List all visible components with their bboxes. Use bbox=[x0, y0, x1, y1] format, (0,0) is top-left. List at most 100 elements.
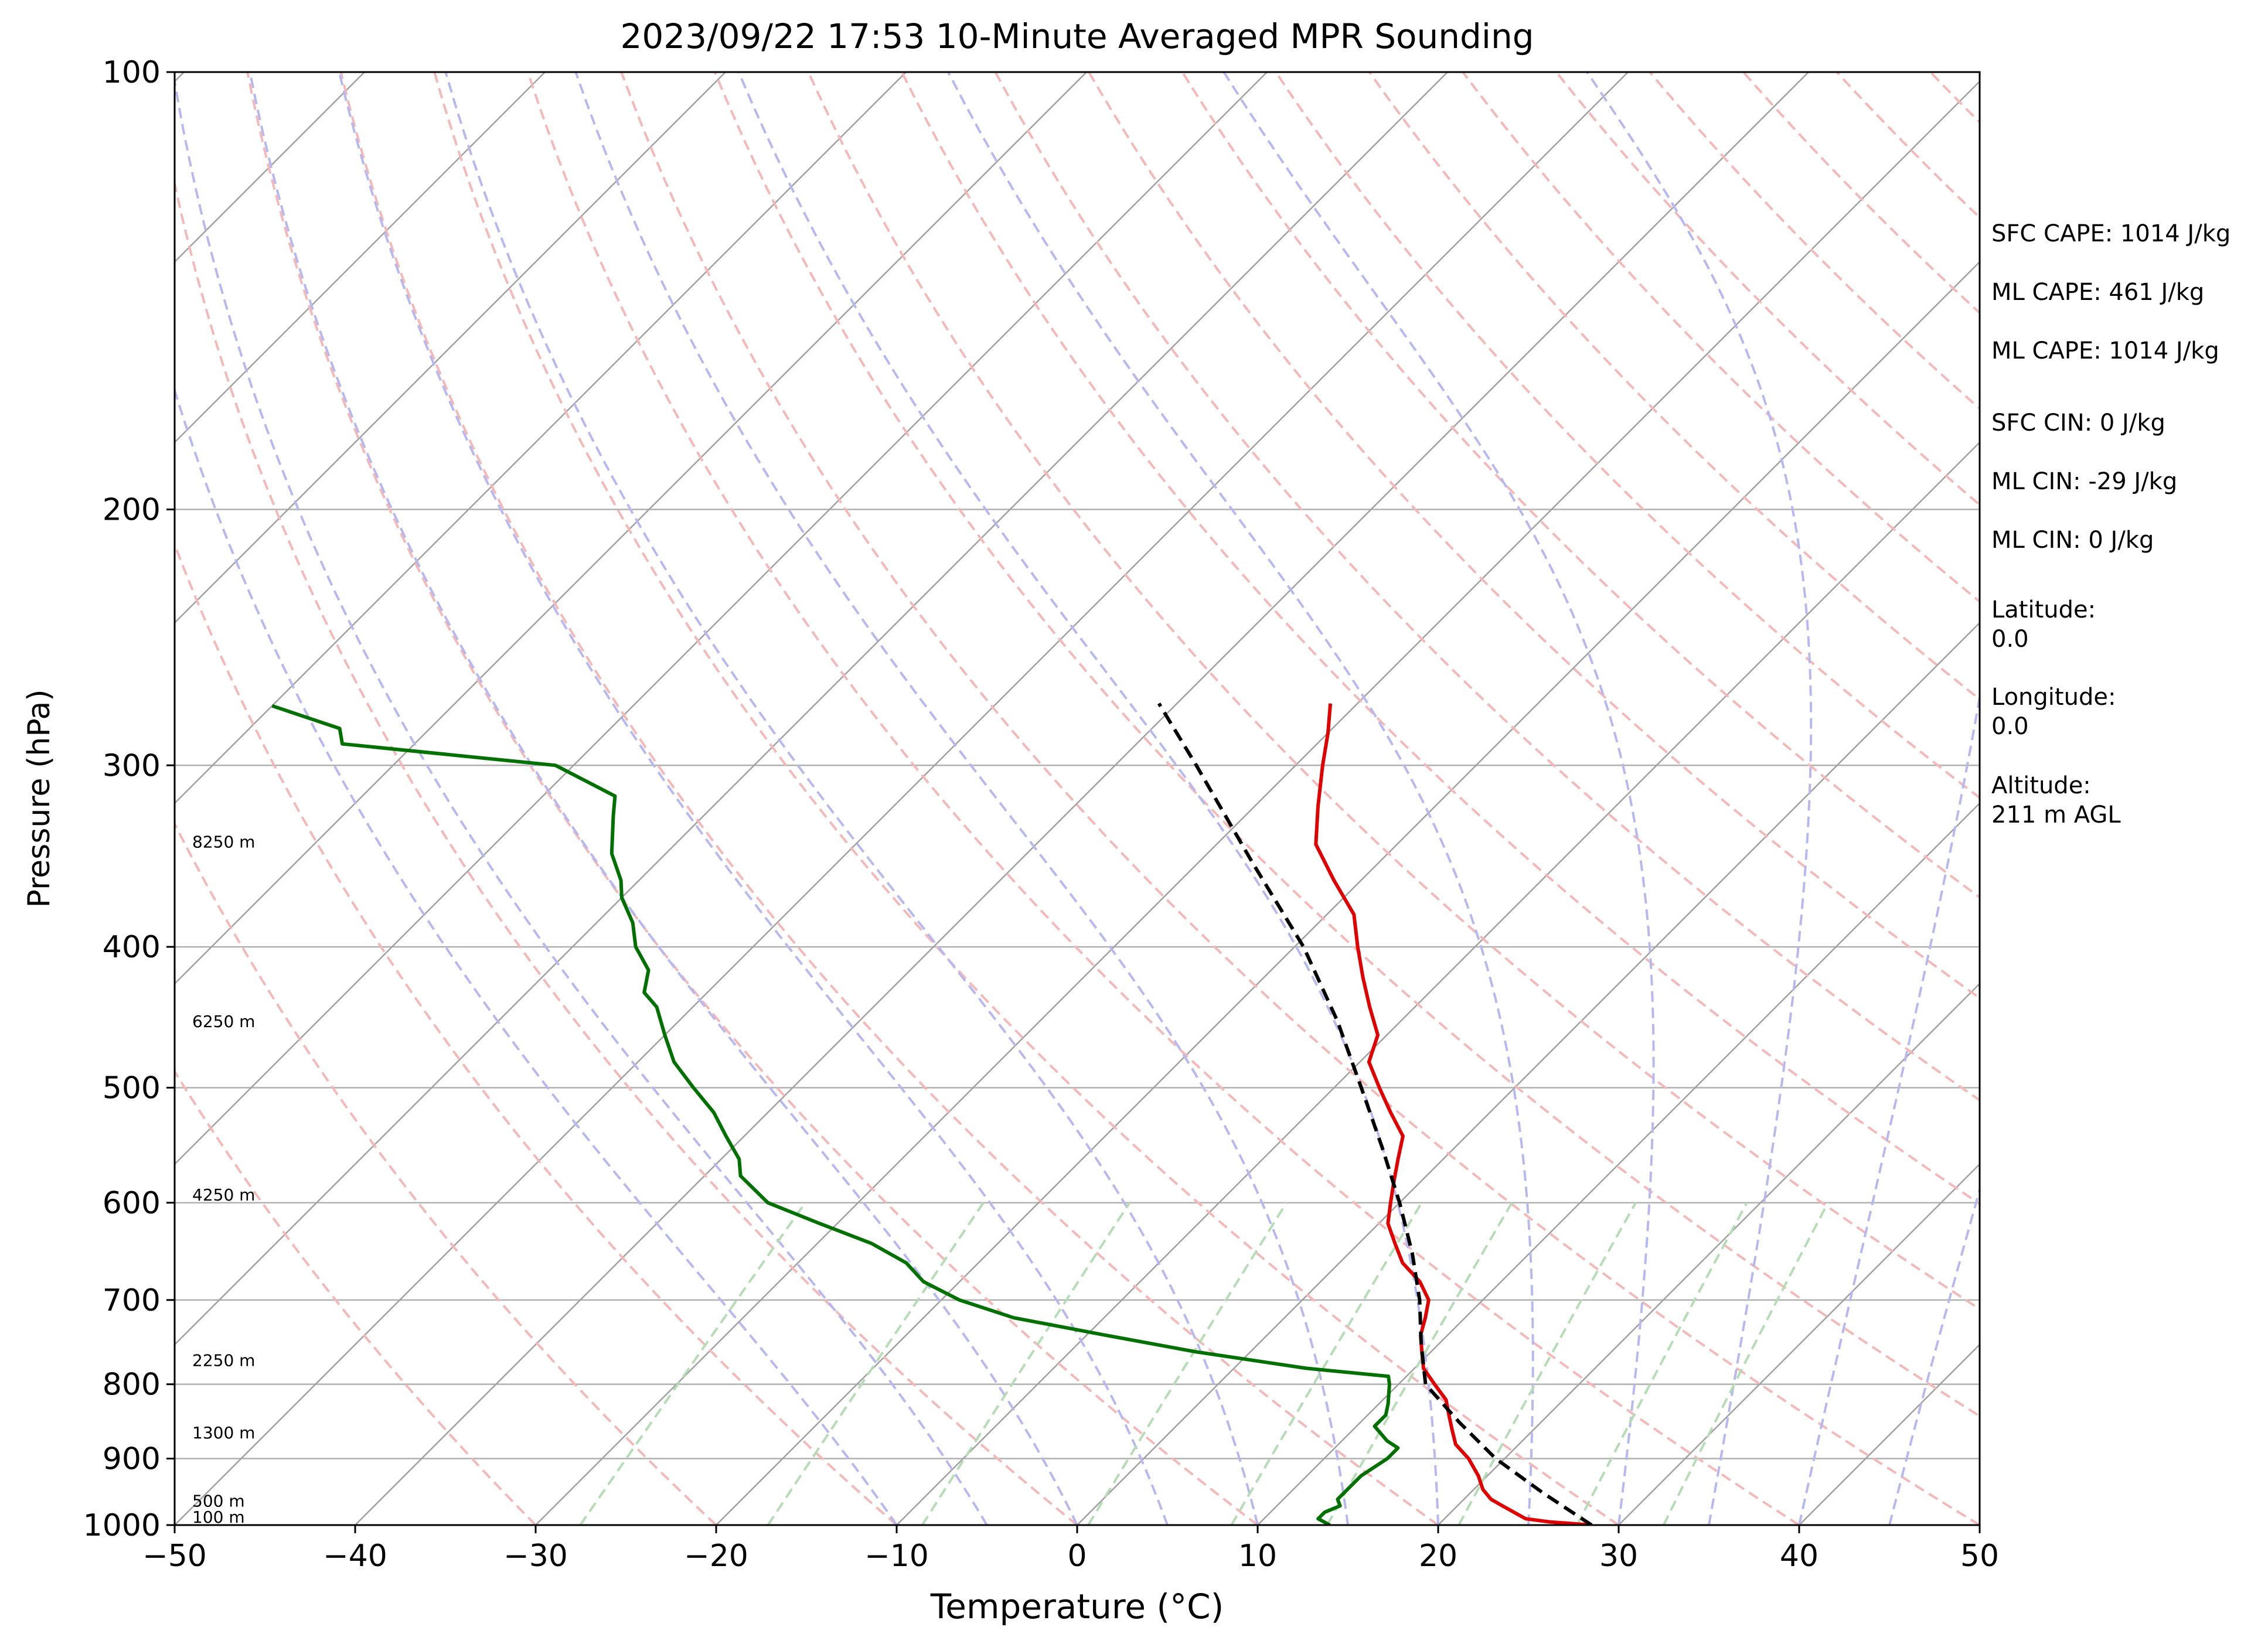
height-label: 4250 m bbox=[192, 1185, 255, 1205]
isotherm-line bbox=[535, 80, 1980, 1525]
dry-adiabat-line bbox=[1181, 72, 1980, 899]
height-label: 6250 m bbox=[192, 1012, 255, 1031]
dry-adiabat-line bbox=[620, 72, 1980, 1525]
moist-adiabat-line bbox=[574, 72, 1349, 1525]
stat-text: Altitude: bbox=[1991, 772, 2091, 799]
x-axis-ticks: −50 −40 −30 −20 −10 0 10 20 30 40 50 bbox=[142, 1525, 1999, 1574]
moist-adiabat-line bbox=[175, 74, 988, 1525]
x-tick-label: 20 bbox=[1419, 1539, 1457, 1574]
mixing-ratio-line bbox=[1576, 1202, 1748, 1525]
dry-adiabat-line bbox=[1275, 72, 1980, 800]
stat-text: Latitude: bbox=[1991, 596, 2096, 623]
x-tick-label: 0 bbox=[1067, 1539, 1087, 1574]
temperature-line bbox=[1314, 703, 1592, 1525]
y-axis-label: Pressure (hPa) bbox=[22, 690, 57, 908]
y-tick-label: 100 bbox=[103, 55, 161, 90]
isotherm-line bbox=[175, 72, 1448, 1346]
parcel-line bbox=[1157, 702, 1593, 1525]
stat-text: SFC CIN: 0 J/kg bbox=[1991, 410, 2165, 436]
mixing-ratio-line bbox=[1230, 1202, 1423, 1525]
x-tick-label: −50 bbox=[142, 1539, 207, 1574]
dry-adiabat-line bbox=[175, 821, 717, 1525]
isotherm-line bbox=[175, 72, 907, 804]
dry-adiabat-line bbox=[1462, 72, 1980, 603]
stat-text: 0.0 bbox=[1991, 713, 2029, 740]
y-tick-label: 500 bbox=[103, 1070, 161, 1106]
mixing-ratio-line bbox=[921, 1202, 1131, 1525]
stat-text: ML CIN: 0 J/kg bbox=[1991, 527, 2154, 554]
isotherm-line bbox=[355, 72, 1809, 1525]
dry-adiabats bbox=[175, 72, 1980, 1525]
mixing-ratio-lines bbox=[579, 1202, 1829, 1525]
dry-adiabat-line bbox=[807, 72, 1980, 1311]
y-axis-ticks: 100 200 300 400 500 600 700 800 900 1000 bbox=[83, 55, 175, 1543]
dry-adiabat-line bbox=[1368, 72, 1980, 701]
y-tick-label: 800 bbox=[103, 1367, 161, 1403]
dry-adiabat-line bbox=[994, 72, 1980, 1102]
moist-adiabat-line bbox=[947, 72, 1534, 1525]
y-tick-label: 600 bbox=[103, 1186, 161, 1221]
moist-adiabat-line bbox=[338, 72, 1169, 1525]
moist-adiabat-line bbox=[1888, 1185, 1980, 1525]
y-tick-label: 300 bbox=[103, 748, 161, 783]
isotherm-line bbox=[175, 72, 546, 444]
x-tick-label: −10 bbox=[864, 1539, 929, 1574]
dry-adiabat-line bbox=[901, 72, 1980, 1206]
isotherm-line bbox=[175, 72, 1268, 1165]
isotherm-line bbox=[896, 441, 1980, 1525]
mixing-ratio-line bbox=[1662, 1202, 1829, 1525]
stat-text: 211 m AGL bbox=[1991, 801, 2121, 828]
moist-adiabat-line bbox=[444, 72, 1259, 1525]
x-axis-label: Temperature (°C) bbox=[930, 1587, 1224, 1626]
isotherm-line bbox=[716, 261, 1980, 1525]
dry-adiabat-line bbox=[339, 72, 1439, 1525]
isotherm-line bbox=[175, 72, 1087, 985]
stat-text: ML CAPE: 461 J/kg bbox=[1991, 279, 2204, 306]
dry-adiabat-line bbox=[175, 541, 898, 1525]
mixing-ratio-line bbox=[1326, 1202, 1513, 1525]
stat-text: ML CIN: -29 J/kg bbox=[1991, 468, 2177, 495]
isotherm-line bbox=[175, 72, 1629, 1525]
isotherm-line bbox=[1077, 622, 1980, 1525]
stat-text: ML CAPE: 1014 J/kg bbox=[1991, 337, 2219, 364]
mixing-ratio-line bbox=[1457, 1202, 1637, 1525]
isotherms bbox=[175, 72, 1980, 1525]
height-label: 2250 m bbox=[192, 1350, 255, 1370]
stat-text: 0.0 bbox=[1991, 626, 2029, 653]
sounding-profiles bbox=[271, 702, 1593, 1525]
x-tick-label: −40 bbox=[323, 1539, 387, 1574]
moist-adiabat-line bbox=[1798, 690, 1980, 1525]
x-tick-label: 40 bbox=[1780, 1539, 1819, 1574]
stat-text: Longitude: bbox=[1991, 684, 2116, 711]
y-tick-label: 1000 bbox=[83, 1508, 161, 1543]
dry-adiabat-line bbox=[526, 72, 1800, 1525]
isotherm-line bbox=[175, 72, 726, 624]
moist-adiabat-line bbox=[248, 72, 1078, 1525]
height-label: 100 m bbox=[192, 1507, 245, 1527]
moist-adiabat-line bbox=[175, 386, 898, 1525]
height-label: 1300 m bbox=[192, 1423, 255, 1442]
x-tick-label: 50 bbox=[1960, 1539, 1999, 1574]
reference-lines bbox=[175, 72, 1980, 1525]
dry-adiabat-line bbox=[433, 72, 1620, 1525]
x-tick-label: −20 bbox=[684, 1539, 748, 1574]
stat-text: SFC CAPE: 1014 J/kg bbox=[1991, 220, 2230, 247]
height-label: 8250 m bbox=[192, 833, 255, 852]
mixing-ratio-line bbox=[1087, 1202, 1288, 1525]
dry-adiabat-line bbox=[175, 178, 1078, 1525]
stats-panel: SFC CAPE: 1014 J/kg ML CAPE: 461 J/kg ML C… bbox=[1991, 220, 2230, 828]
moist-adiabat-line bbox=[1586, 72, 1813, 1525]
mixing-ratio-line bbox=[767, 1202, 985, 1525]
dry-adiabat-line bbox=[1555, 72, 1980, 507]
y-tick-label: 400 bbox=[103, 930, 161, 965]
y-tick-label: 900 bbox=[103, 1442, 161, 1477]
y-tick-label: 200 bbox=[103, 493, 161, 528]
isotherm-line bbox=[1618, 1163, 1980, 1525]
mixing-ratio-line bbox=[579, 1202, 806, 1525]
isotherm-line bbox=[1257, 802, 1980, 1525]
dry-adiabat-line bbox=[246, 72, 1259, 1525]
chart-title: 2023/09/22 17:53 10-Minute Averaged MPR … bbox=[620, 16, 1534, 56]
y-tick-label: 700 bbox=[103, 1283, 161, 1318]
